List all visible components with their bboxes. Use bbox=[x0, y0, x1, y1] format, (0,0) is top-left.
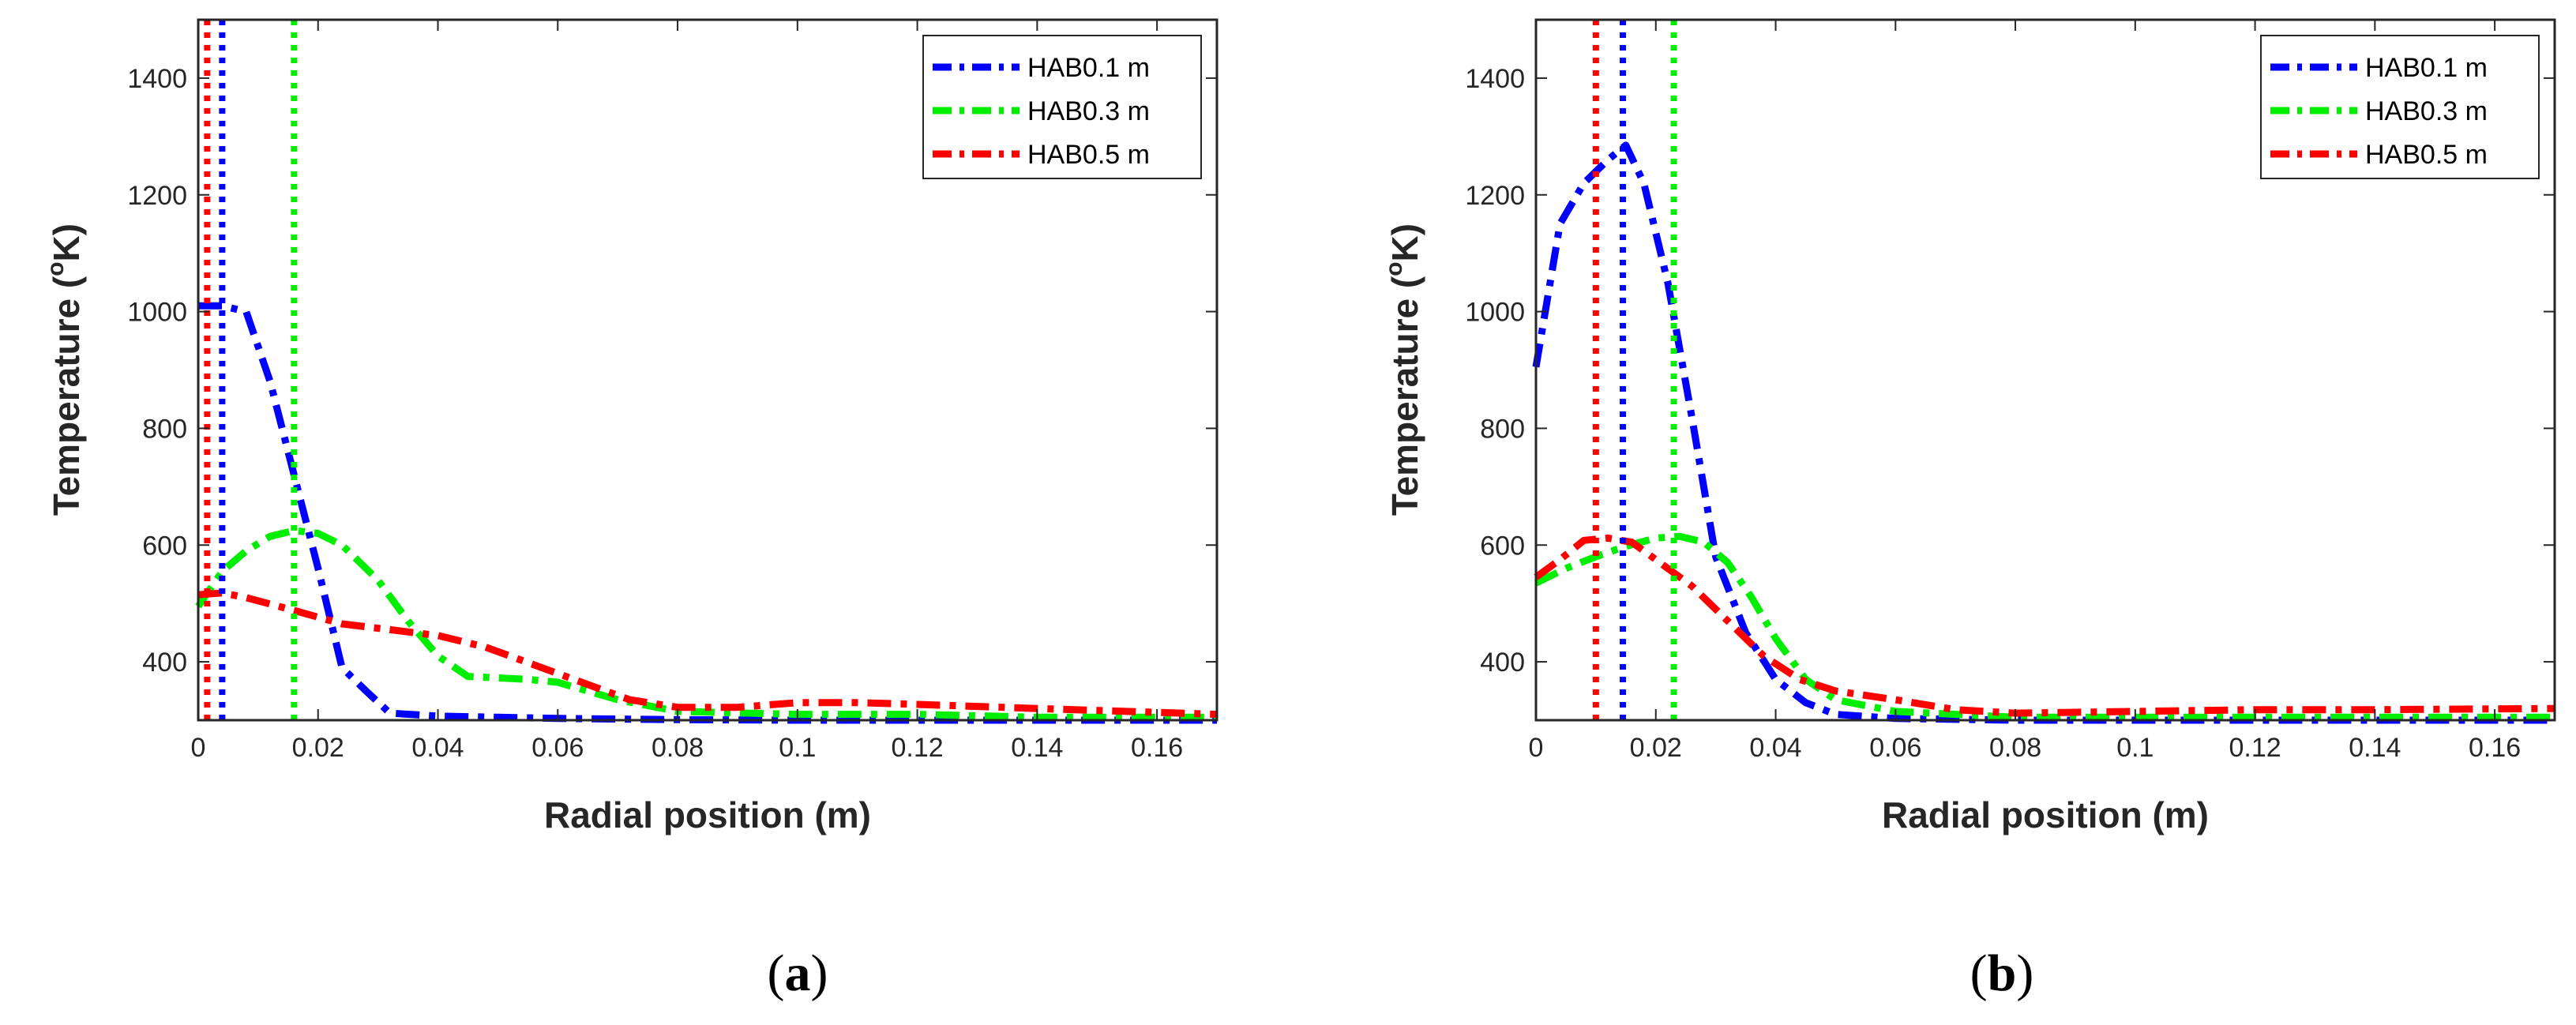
y-tick-label-a-3: 1000 bbox=[127, 298, 187, 328]
y-tick-label-b-4: 1200 bbox=[1465, 181, 1525, 211]
legend-b: HAB0.1 m HAB0.3 m HAB0.5 m bbox=[2260, 35, 2540, 179]
vline-layer-b bbox=[1592, 20, 1677, 720]
y-tick-label-a-4: 1200 bbox=[127, 181, 187, 211]
legend-label-a-2: HAB0.5 m bbox=[1027, 140, 1150, 170]
x-tick-label-a-5: 0.1 bbox=[779, 733, 816, 763]
legend-label-a-0: HAB0.1 m bbox=[1027, 53, 1150, 83]
x-tick-label-b-5: 0.1 bbox=[2116, 733, 2154, 763]
y-tick-label-a-1: 600 bbox=[142, 531, 187, 561]
panel-label-letter-a: a bbox=[785, 944, 811, 1002]
series-line-b-1 bbox=[1534, 532, 2555, 721]
legend-label-a-1: HAB0.3 m bbox=[1027, 96, 1150, 126]
y-tick-label-a-2: 800 bbox=[142, 414, 187, 444]
legend-a: HAB0.1 m HAB0.3 m HAB0.5 m bbox=[922, 35, 1202, 179]
axes-box-a bbox=[197, 18, 1219, 722]
x-tick-label-b-2: 0.04 bbox=[1749, 733, 1801, 763]
y-tick-label-a-5: 1400 bbox=[127, 64, 187, 94]
legend-box-b bbox=[2260, 35, 2540, 179]
y-axis-label-main-a: Temperature ( bbox=[46, 276, 87, 516]
x-axis-label-b: Radial position (m) bbox=[1882, 794, 2209, 835]
panel-label-letter-b: b bbox=[1988, 944, 2017, 1002]
y-tick-label-b-0: 400 bbox=[1480, 648, 1525, 678]
vline-layer-a bbox=[204, 20, 298, 720]
legend-box-a bbox=[922, 35, 1202, 179]
y-axis-label-text-a: Temperature (oK) bbox=[43, 223, 87, 516]
y-tick-label-b-1: 600 bbox=[1480, 531, 1525, 561]
y-tick-label-a-0: 400 bbox=[142, 648, 187, 678]
y-tick-label-b-3: 1000 bbox=[1465, 298, 1525, 328]
x-tick-label-b-1: 0.02 bbox=[1630, 733, 1682, 763]
y-tick-label-b-5: 1400 bbox=[1465, 64, 1525, 94]
panel-label-b: (b) bbox=[1970, 944, 2034, 1002]
x-tick-label-a-7: 0.14 bbox=[1011, 733, 1063, 763]
y-axis-label-main-b: Temperature ( bbox=[1384, 276, 1425, 516]
x-tick-label-a-8: 0.16 bbox=[1131, 733, 1183, 763]
x-tick-label-a-3: 0.06 bbox=[531, 733, 584, 763]
legend-label-b-1: HAB0.3 m bbox=[2365, 96, 2488, 126]
tick-layer-b: 0 0.02 0.04 0.06 0.08 0.1 0.12 0.14 0.16 400 600 80… bbox=[1465, 20, 2555, 763]
chart-panel-b: 0 0.02 0.04 0.06 0.08 0.1 0.12 0.14 0.16 400 600 80… bbox=[1381, 18, 2556, 1002]
panel-label-a: (a) bbox=[768, 944, 828, 1002]
axes-box-b bbox=[1534, 18, 2556, 722]
x-tick-label-a-0: 0 bbox=[191, 733, 206, 763]
y-axis-label-b: Temperature (oK) bbox=[1381, 223, 1425, 516]
x-tick-label-b-3: 0.06 bbox=[1869, 733, 1921, 763]
x-tick-label-b-4: 0.08 bbox=[1989, 733, 2041, 763]
legend-label-b-2: HAB0.5 m bbox=[2365, 140, 2488, 170]
y-tick-label-b-2: 800 bbox=[1480, 414, 1525, 444]
series-line-b-2 bbox=[1534, 534, 2555, 717]
tick-layer-a: 0 0.02 0.04 0.06 0.08 0.1 0.12 0.14 0.16 400 600 80… bbox=[127, 20, 1217, 763]
y-axis-label-text-b: Temperature (oK) bbox=[1381, 223, 1425, 516]
x-tick-label-a-1: 0.02 bbox=[292, 733, 344, 763]
x-tick-label-b-0: 0 bbox=[1529, 733, 1544, 763]
x-tick-label-a-2: 0.04 bbox=[411, 733, 464, 763]
y-axis-degree-b: o bbox=[1381, 261, 1407, 276]
y-axis-unit-a: K) bbox=[46, 223, 87, 262]
x-tick-label-a-4: 0.08 bbox=[652, 733, 704, 763]
x-axis-label-a: Radial position (m) bbox=[544, 794, 871, 835]
y-axis-unit-b: K) bbox=[1384, 223, 1425, 262]
x-tick-label-a-6: 0.12 bbox=[891, 733, 943, 763]
x-tick-label-b-7: 0.14 bbox=[2349, 733, 2401, 763]
y-axis-label-a: Temperature (oK) bbox=[43, 223, 87, 516]
legend-label-b-0: HAB0.1 m bbox=[2365, 53, 2488, 83]
chart-panel-a: 0 0.02 0.04 0.06 0.08 0.1 0.12 0.14 0.16 400 600 80… bbox=[43, 18, 1219, 1002]
y-axis-degree-a: o bbox=[43, 261, 69, 276]
x-tick-label-b-8: 0.16 bbox=[2469, 733, 2521, 763]
x-tick-label-b-6: 0.12 bbox=[2229, 733, 2281, 763]
